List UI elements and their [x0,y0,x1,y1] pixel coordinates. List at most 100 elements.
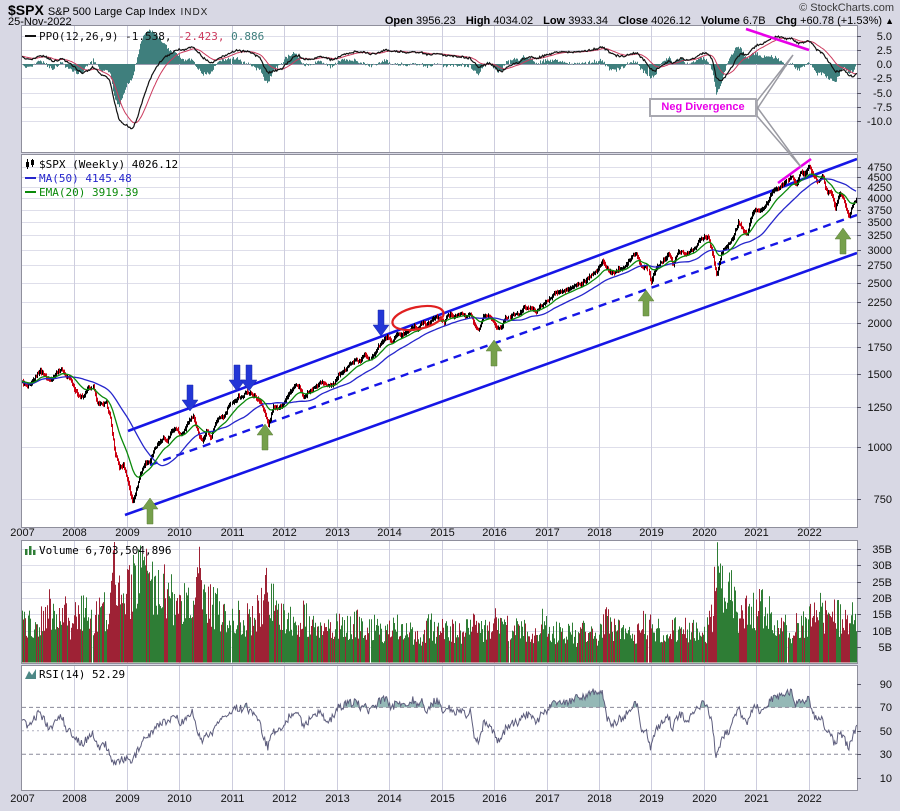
main-label: $SPX (Weekly) 4026.12 [39,158,179,171]
volume-legend: Volume 6,703,504,896 [25,544,171,558]
y-axis-label: 3500 [867,216,892,229]
close-value: 4026.12 [651,15,691,27]
high-label: High [465,15,491,27]
x-axis-year-label: 2016 [482,793,507,805]
quote-summary: Open 3956.23 High 4034.02 Low 3933.34 Cl… [378,15,894,27]
ma50-swatch-icon [25,177,36,179]
y-axis-label: -5.0 [873,87,892,100]
y-axis-label: 2750 [867,259,892,272]
y-axis-label: -10.0 [866,115,892,128]
ema20-swatch-icon [25,191,36,193]
x-axis-year-label: 2018 [587,527,612,539]
exchange: INDX [180,7,209,18]
low-label: Low [543,15,566,27]
x-axis-year-label: 2015 [430,793,455,805]
ema20-label: EMA(20) 3919.39 [39,186,139,199]
y-axis-label: 1000 [867,441,892,454]
y-axis-label: 3750 [867,204,892,217]
y-axis-label: 1750 [867,341,892,354]
ma50-legend: MA(50) 4145.48 [25,172,132,185]
x-axis-year-label: 2013 [325,793,350,805]
y-axis-label: 4500 [867,171,892,184]
y-axis-label: 15B [872,608,892,621]
y-axis-label: 1500 [867,368,892,381]
y-axis-label: 35B [872,543,892,556]
rsi-area-icon [25,669,36,682]
x-axis-year-label: 2007 [10,527,35,539]
ema20-legend: EMA(20) 3919.39 [25,186,138,199]
chg-up-arrow-icon: ▲ [885,16,894,26]
neg-divergence-callout: Neg Divergence [649,98,757,117]
x-axis-year-label: 2009 [115,527,140,539]
x-axis-year-label: 2009 [115,793,140,805]
x-axis-year-label: 2008 [62,793,87,805]
x-axis-year-label: 2007 [10,793,35,805]
x-axis-year-label: 2019 [639,793,664,805]
y-axis-label: 10B [872,625,892,638]
y-axis-label: 3250 [867,229,892,242]
ppo-signal-value: -2.423, [178,30,225,43]
low-value: 3933.34 [568,15,608,27]
chart-date: 25-Nov-2022 [8,16,72,28]
y-axis-label: 0.0 [876,58,892,71]
x-axis-year-label: 2017 [535,527,560,539]
main-legend: $SPX (Weekly) 4026.12 [25,158,178,172]
x-axis-year-label: 2012 [272,527,297,539]
y-axis-label: 750 [873,493,892,506]
open-value: 3956.23 [416,15,456,27]
x-axis-year-label: 2020 [692,527,717,539]
x-axis-year-label: 2011 [220,793,245,805]
volume-panel-label: Volume 6,703,504,896 [39,544,172,557]
x-axis-year-label: 2010 [167,793,192,805]
x-axis-year-label: 2012 [272,793,297,805]
y-axis-label: 2.5 [876,44,892,57]
x-axis-year-label: 2013 [325,527,350,539]
y-axis-label: 50 [879,725,892,738]
ppo-legend: PPO(12,26,9) -1.538, -2.423, 0.886 [25,30,264,43]
y-axis-label: 4000 [867,192,892,205]
x-axis-year-label: 2021 [744,793,769,805]
x-axis-year-label: 2020 [692,793,717,805]
ppo-hist-value: 0.886 [231,30,265,43]
y-axis-label: 5.0 [876,30,892,43]
volume-value: 6.7B [742,15,766,27]
x-axis-year-label: 2011 [220,527,245,539]
y-axis-label: 4750 [867,161,892,174]
x-axis-year-label: 2014 [377,793,402,805]
ppo-value: -1.538, [125,30,172,43]
stockcharts-credit: © StockCharts.com [799,2,894,14]
y-axis-label: -7.5 [873,101,892,114]
y-axis-label: 4250 [867,181,892,194]
ma50-label: MA(50) 4145.48 [39,172,132,185]
chg-value: +60.78 (+1.53%) [800,15,883,27]
y-axis-label: 2250 [867,296,892,309]
y-axis-label: 30B [872,559,892,572]
close-label: Close [618,15,649,27]
x-axis-year-label: 2016 [482,527,507,539]
rsi-legend: RSI(14) 52.29 [25,668,125,682]
y-axis-label: 5B [878,641,892,654]
volume-bars-icon [25,545,36,558]
x-axis-year-label: 2019 [639,527,664,539]
x-axis-year-label: 2008 [62,527,87,539]
y-axis-label: 3000 [867,244,892,257]
ppo-label: PPO(12,26,9) [39,30,119,43]
volume-label: Volume [700,15,740,27]
symbol-name: S&P 500 Large Cap Index [47,6,176,18]
candlestick-icon [25,159,36,172]
y-axis-label: -2.5 [873,72,892,85]
x-axis-year-label: 2022 [797,527,822,539]
symbol: $SPX [8,2,44,18]
y-axis-label: 2500 [867,277,892,290]
x-axis-year-label: 2014 [377,527,402,539]
y-axis-label: 20B [872,592,892,605]
y-axis-label: 25B [872,576,892,589]
open-label: Open [384,15,413,27]
x-axis-year-label: 2018 [587,793,612,805]
chart-header: $SPX S&P 500 Large Cap Index INDX [8,2,208,20]
y-axis-label: 70 [879,701,892,714]
x-axis-year-label: 2021 [744,527,769,539]
rsi-panel-label: RSI(14) 52.29 [39,668,126,681]
ppo-line-swatch-icon [25,35,36,37]
